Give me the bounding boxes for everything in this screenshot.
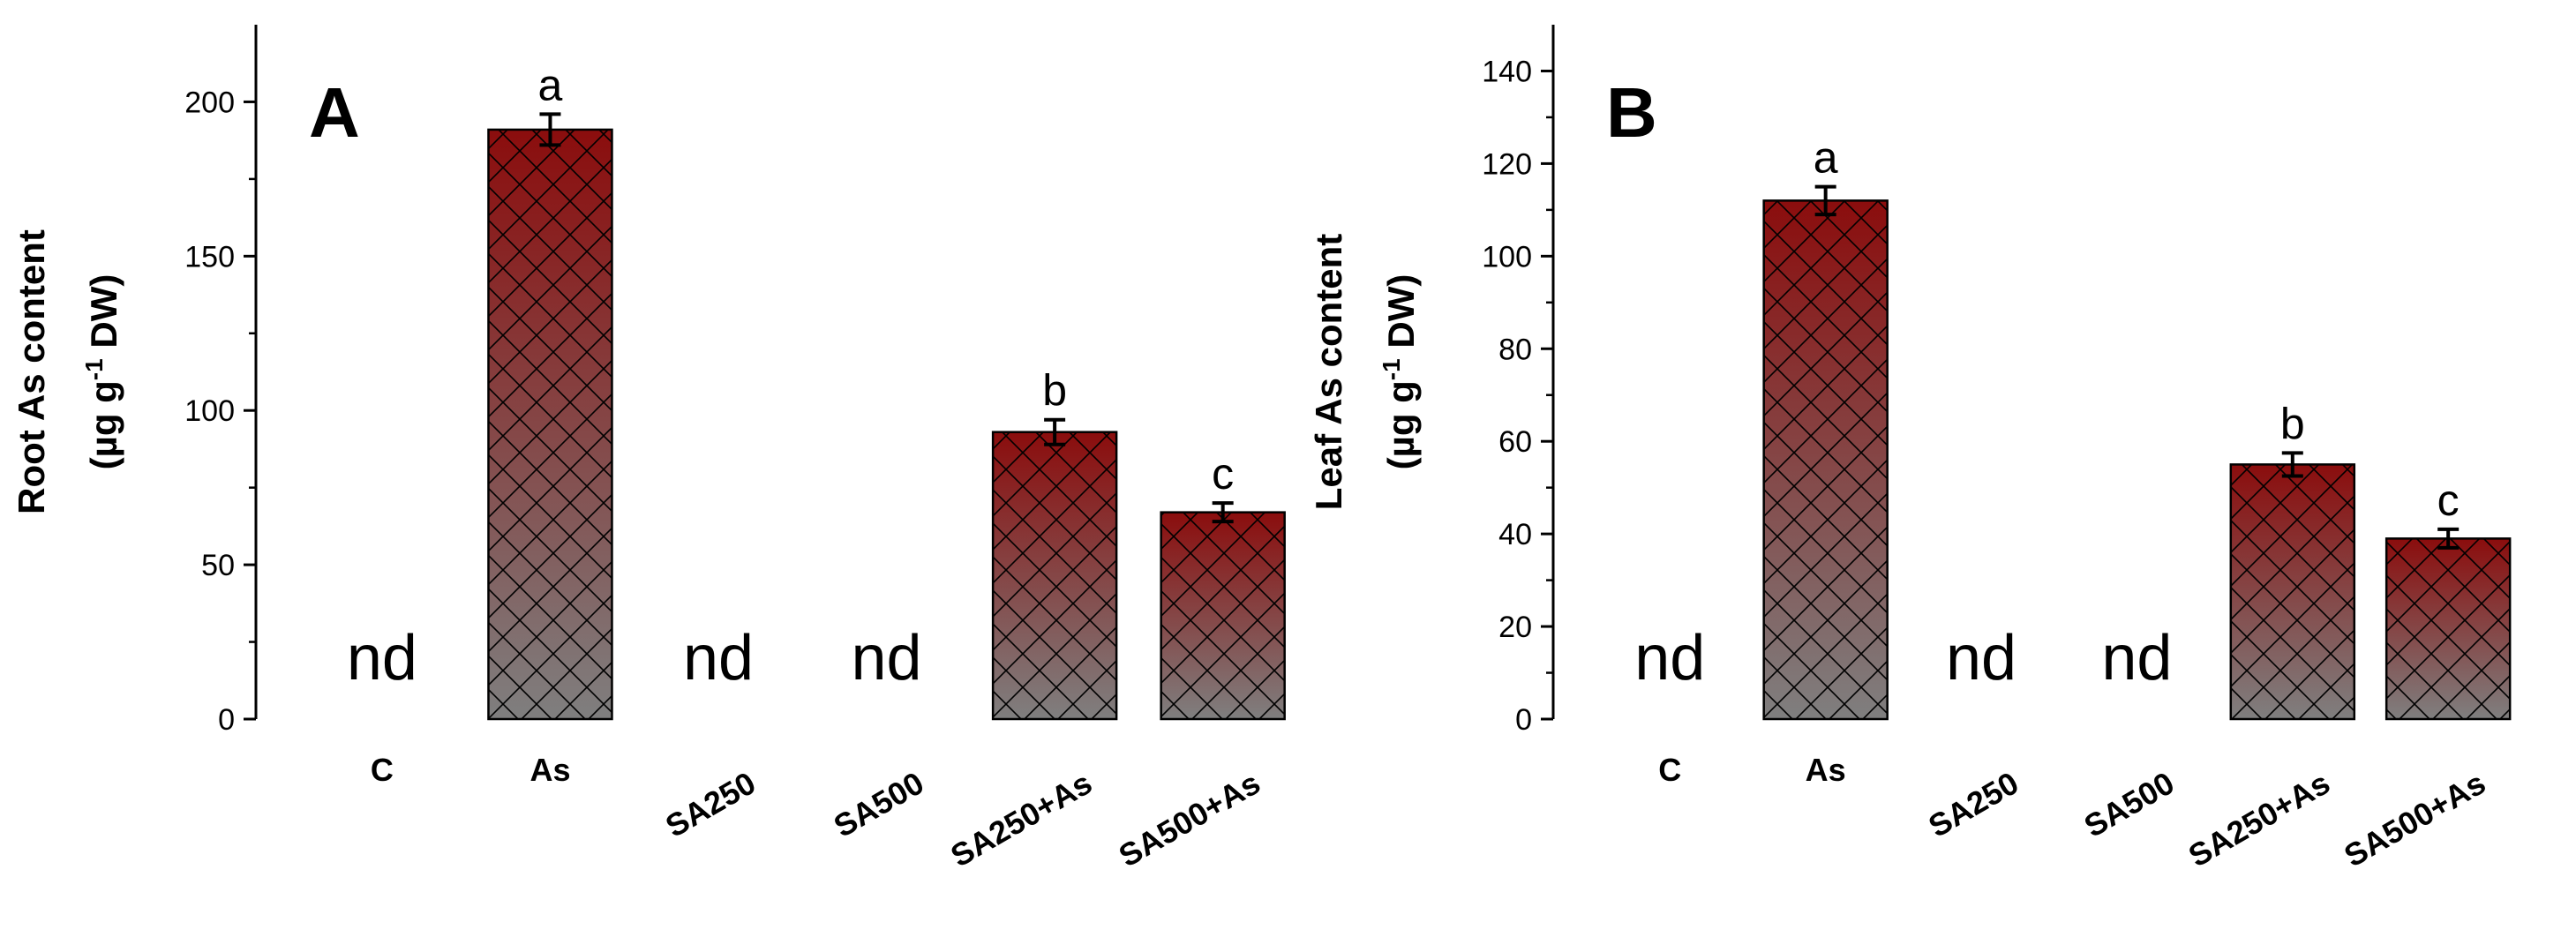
significance-label: b	[2280, 399, 2305, 448]
category-label: C	[371, 752, 394, 788]
y-tick-label: 200	[184, 86, 235, 119]
significance-label: c	[2437, 476, 2460, 525]
y-tick-label: 20	[1498, 611, 1532, 644]
y-axis-title-superscript: -1	[80, 358, 108, 380]
panel-label: B	[1606, 73, 1657, 152]
category-label: As	[529, 752, 570, 788]
y-tick-label: 100	[184, 394, 235, 428]
y-axis-title-unit: (µg g	[1380, 380, 1422, 469]
category-label: SA250+As	[944, 764, 1098, 873]
nd-label: nd	[1946, 623, 2016, 693]
y-axis-title-unit: (µg g	[83, 380, 124, 469]
y-tick-label: 60	[1498, 425, 1532, 459]
bar-outline	[1762, 199, 1889, 721]
y-tick-label: 80	[1498, 333, 1532, 366]
category-label: SA250	[1922, 764, 2024, 844]
bar-outline	[991, 431, 1118, 721]
significance-label: a	[538, 60, 563, 109]
panel-b: 0 20 40 60 80 100 120 140 Leaf As content (µg g-1…	[1308, 25, 2512, 873]
significance-label: a	[1814, 133, 1838, 183]
y-tick-label: 40	[1498, 518, 1532, 551]
nd-label: nd	[347, 623, 417, 693]
y-tick-label: 150	[184, 240, 235, 274]
bar-outline	[2384, 537, 2512, 721]
significance-label: c	[1212, 449, 1234, 498]
y-axis-title-line2: (µg g-1 DW)	[1378, 274, 1422, 470]
significance-label: b	[1042, 366, 1067, 416]
category-label: SA250	[659, 764, 762, 844]
nd-label: nd	[1634, 623, 1705, 693]
nd-label: nd	[852, 623, 922, 693]
y-tick-label: 50	[201, 549, 235, 582]
y-tick-label: 120	[1482, 147, 1532, 181]
category-label: SA250+As	[2182, 764, 2336, 873]
bar-outline	[487, 128, 613, 721]
y-axis-title-line1: Root As content	[11, 229, 52, 514]
y-axis-title-suffix: DW)	[83, 274, 124, 359]
y-axis-title-line2: (µg g-1 DW)	[80, 274, 124, 470]
panel-a: 0 50 100 150 200 Root As content (µg g-1 DW) An…	[11, 25, 1286, 873]
nd-label: nd	[2101, 623, 2172, 693]
y-tick-label: 100	[1482, 240, 1532, 274]
category-label: SA500	[2078, 764, 2181, 844]
y-axis-title-suffix: DW)	[1380, 274, 1422, 359]
y-tick-label: 0	[1515, 703, 1532, 737]
nd-label: nd	[683, 623, 754, 693]
category-label: C	[1658, 752, 1681, 788]
y-axis-title-superscript: -1	[1378, 358, 1405, 380]
panel-label: A	[309, 73, 360, 152]
y-tick-label: 140	[1482, 55, 1532, 88]
bar-outline	[1160, 511, 1286, 721]
y-axis-title-line1: Leaf As content	[1308, 234, 1349, 510]
category-label: SA500+As	[1113, 764, 1266, 873]
bar-outline	[2229, 463, 2356, 721]
category-label: SA500+As	[2338, 764, 2491, 873]
category-label: As	[1806, 752, 1846, 788]
y-tick-label: 0	[218, 703, 235, 737]
category-label: SA500	[828, 764, 930, 844]
